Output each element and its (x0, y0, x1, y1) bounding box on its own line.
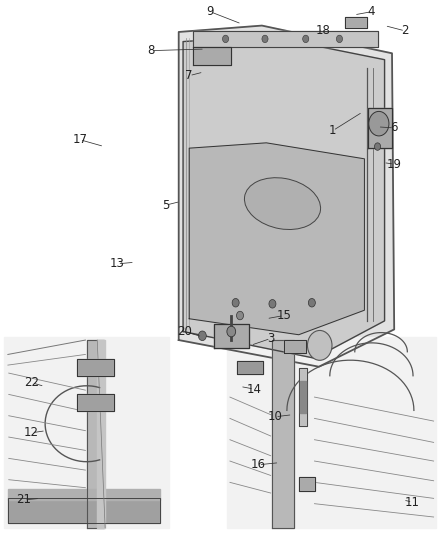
Polygon shape (227, 337, 436, 528)
Text: 19: 19 (387, 158, 402, 171)
Polygon shape (193, 47, 231, 65)
Circle shape (237, 311, 244, 320)
Text: 1: 1 (329, 124, 337, 137)
Polygon shape (8, 489, 160, 500)
Text: 12: 12 (24, 426, 39, 439)
Circle shape (227, 326, 236, 337)
Polygon shape (193, 31, 378, 47)
Text: 8: 8 (148, 44, 155, 57)
Polygon shape (97, 340, 105, 528)
Circle shape (308, 298, 315, 307)
Text: 21: 21 (17, 494, 32, 506)
Text: 13: 13 (110, 257, 125, 270)
Text: 16: 16 (251, 458, 266, 471)
Polygon shape (179, 26, 394, 367)
Polygon shape (189, 143, 364, 335)
Ellipse shape (244, 177, 321, 230)
Text: 10: 10 (268, 410, 283, 423)
Circle shape (374, 143, 381, 150)
Text: 9: 9 (206, 5, 214, 18)
Text: 6: 6 (390, 122, 398, 134)
Text: 22: 22 (24, 376, 39, 389)
Circle shape (303, 35, 309, 43)
Polygon shape (299, 368, 307, 426)
Circle shape (369, 111, 389, 136)
Polygon shape (237, 361, 263, 374)
Polygon shape (214, 324, 249, 348)
Polygon shape (77, 394, 114, 411)
Text: 2: 2 (401, 25, 409, 37)
Circle shape (307, 330, 332, 360)
Text: 18: 18 (316, 25, 331, 37)
Polygon shape (345, 17, 367, 28)
Text: 4: 4 (367, 5, 375, 18)
Text: 15: 15 (276, 309, 291, 322)
Polygon shape (4, 337, 169, 528)
Polygon shape (272, 340, 294, 528)
Polygon shape (284, 340, 306, 353)
Circle shape (269, 300, 276, 308)
Polygon shape (299, 477, 315, 491)
Text: 7: 7 (185, 69, 193, 82)
Circle shape (262, 35, 268, 43)
Polygon shape (300, 381, 306, 413)
Text: 5: 5 (162, 199, 169, 212)
Text: 20: 20 (177, 325, 192, 338)
Text: 14: 14 (247, 383, 261, 395)
Polygon shape (8, 498, 160, 523)
Polygon shape (87, 340, 104, 528)
Polygon shape (183, 36, 385, 358)
Text: 17: 17 (72, 133, 87, 146)
Polygon shape (368, 108, 392, 148)
Text: 11: 11 (405, 496, 420, 508)
Circle shape (223, 35, 229, 43)
Text: 3: 3 (267, 332, 274, 345)
Circle shape (336, 35, 343, 43)
Polygon shape (77, 359, 114, 376)
Circle shape (232, 298, 239, 307)
Circle shape (198, 331, 206, 341)
